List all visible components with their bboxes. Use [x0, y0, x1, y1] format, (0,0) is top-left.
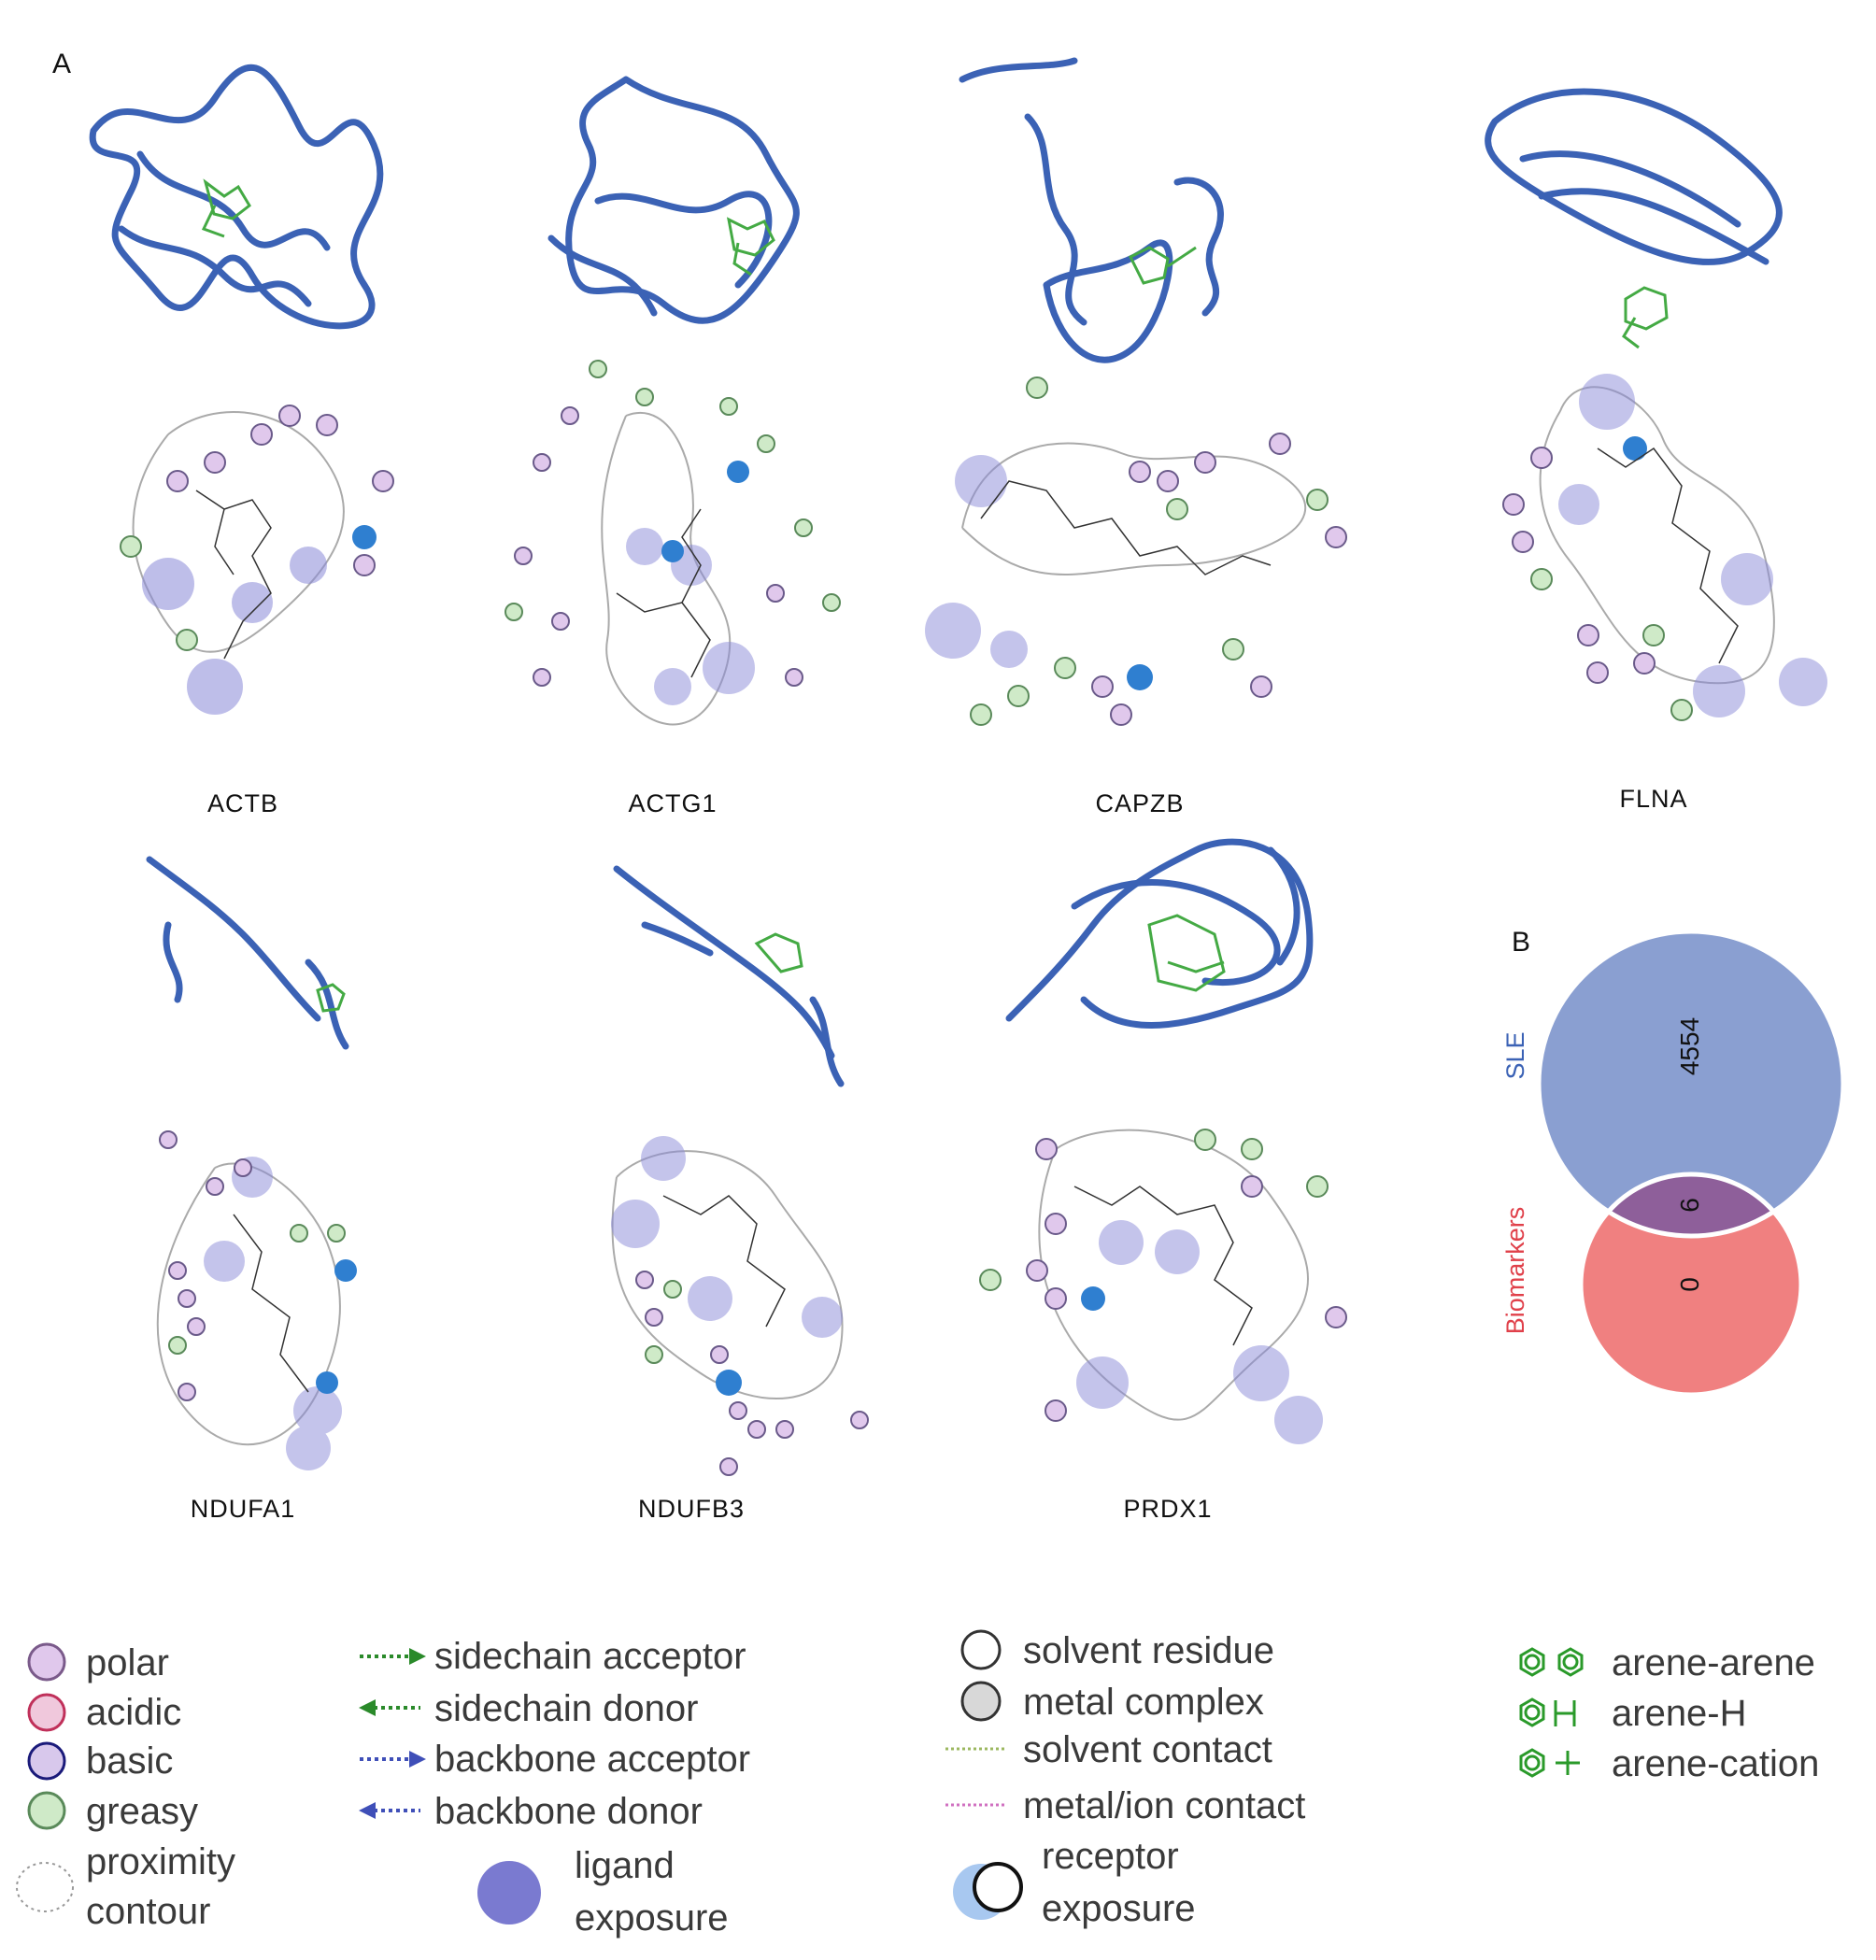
venn-value-sle-only: 4554 [1675, 1017, 1704, 1075]
panel-a-label: A [52, 49, 72, 79]
protein-label-actg1: ACTG1 [628, 789, 718, 817]
legend-proximity: proximity [86, 1841, 235, 1882]
legend-receptor-exposure: exposure [1042, 1888, 1196, 1929]
legend-ligand: ligand [575, 1845, 675, 1886]
sidechain-donor-arrow-icon [359, 1699, 376, 1716]
proximity-contour-icon [16, 1862, 74, 1912]
protein-panel-ndufa1: NDUFA1 [28, 775, 458, 1523]
legend-arene-cation: arene-cation [1612, 1743, 1819, 1784]
sidechain-acceptor-arrow-icon [409, 1648, 426, 1665]
arene-cation-icon [1519, 1748, 1580, 1778]
protein-panel-actb: ACTB [28, 42, 458, 817]
protein-panel-flna: FLNA [1439, 37, 1869, 813]
protein-panel-ndufb3: NDUFB3 [476, 775, 906, 1523]
legend-arene-arene: arene-arene [1612, 1642, 1815, 1683]
basic-swatch-icon [27, 1741, 66, 1781]
protein-panel-actg1: ACTG1 [458, 42, 888, 817]
protein-figure-ndufa1 [146, 856, 357, 1470]
venn-diagram: SLE Biomarkers 4554 6 0 [1476, 925, 1869, 1429]
legend-arene-h: arene-H [1612, 1693, 1747, 1734]
legend-contour: contour [86, 1891, 210, 1932]
protein-figure-actg1 [505, 76, 841, 726]
protein-label-flna: FLNA [1619, 785, 1688, 813]
protein-figure-actb [89, 64, 394, 715]
legend-backbone-donor: backbone donor [434, 1791, 703, 1832]
legend-metal-ion-contact: metal/ion contact [1023, 1785, 1305, 1826]
arene-arene-icon [1519, 1647, 1584, 1677]
legend-metal-complex: metal complex [1023, 1682, 1264, 1723]
venn-label-biomarkers: Biomarkers [1501, 1207, 1529, 1335]
protein-panel-capzb: CAPZB [925, 42, 1355, 817]
protein-label-ndufb3: NDUFB3 [637, 1495, 745, 1523]
legend-basic: basic [86, 1740, 173, 1782]
legend-solvent-residue: solvent residue [1023, 1630, 1274, 1671]
venn-value-biomarkers-only: 0 [1675, 1277, 1704, 1292]
legend-sidechain-donor: sidechain donor [434, 1688, 698, 1729]
acidic-swatch-icon [27, 1693, 66, 1732]
backbone-acceptor-arrow-icon [409, 1751, 426, 1768]
greasy-swatch-icon [27, 1791, 66, 1830]
ligand-exposure-icon [477, 1861, 541, 1924]
protein-label-actb: ACTB [206, 789, 278, 817]
legend-polar: polar [86, 1642, 169, 1683]
protein-figure-prdx1 [979, 838, 1347, 1444]
panel-b-label: B [1512, 927, 1531, 958]
venn-circle-sle [1539, 931, 1843, 1236]
backbone-donor-arrow-icon [359, 1802, 376, 1819]
protein-figure-ndufb3 [611, 865, 869, 1476]
solvent-residue-icon [960, 1629, 1002, 1670]
protein-label-prdx1: PRDX1 [1123, 1495, 1213, 1523]
legend-solvent-contact: solvent contact [1023, 1729, 1272, 1770]
legend-sidechain-acceptor: sidechain acceptor [434, 1636, 746, 1677]
legend-svg: polar acidic basic greasy proximity cont… [16, 1629, 1819, 1939]
protein-figure-capzb [925, 57, 1347, 726]
arene-h-icon [1519, 1697, 1576, 1727]
protein-panel-prdx1: PRDX1 [953, 775, 1383, 1523]
legend-exposure: exposure [575, 1897, 729, 1939]
venn-value-overlap: 6 [1675, 1198, 1704, 1213]
receptor-exposure-icon [973, 1862, 1023, 1912]
venn-svg: SLE Biomarkers 4554 6 0 [1501, 929, 1846, 1398]
metal-complex-icon [960, 1681, 1002, 1722]
protein-figure-flna [1485, 88, 1827, 721]
polar-swatch-icon [27, 1642, 66, 1682]
venn-label-sle: SLE [1501, 1031, 1529, 1079]
legend-greasy: greasy [86, 1791, 198, 1832]
venn-circle-biomarkers [1581, 1174, 1801, 1395]
legend: polar acidic basic greasy proximity cont… [0, 1607, 1876, 1953]
protein-label-capzb: CAPZB [1095, 789, 1185, 817]
legend-acidic: acidic [86, 1692, 181, 1733]
legend-receptor: receptor [1042, 1836, 1179, 1877]
legend-backbone-acceptor: backbone acceptor [434, 1739, 750, 1780]
protein-label-ndufa1: NDUFA1 [190, 1495, 296, 1523]
